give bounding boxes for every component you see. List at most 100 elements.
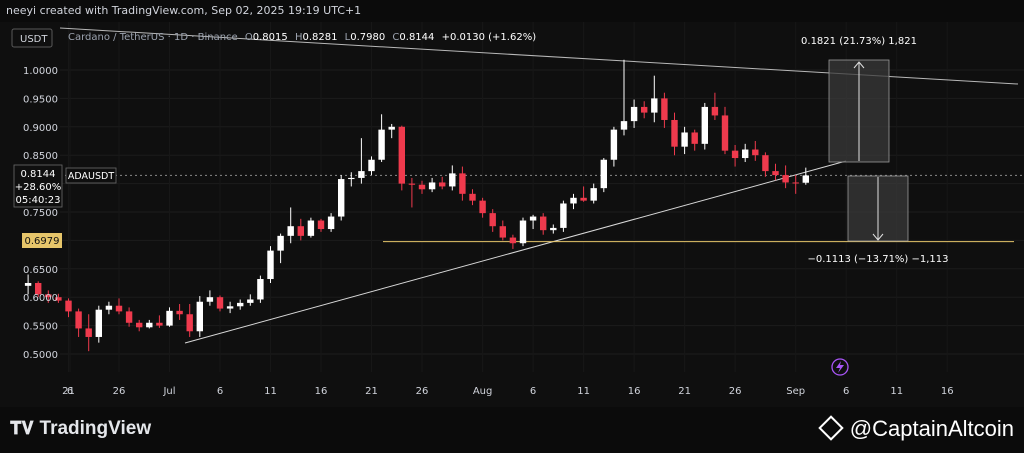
candle-body[interactable] [287, 226, 294, 236]
candle-body[interactable] [641, 106, 648, 113]
x-tick-label: 6 [217, 386, 223, 397]
candle-body[interactable] [742, 149, 749, 159]
candle-body[interactable] [792, 182, 799, 184]
y-tick-label: 0.9500 [23, 94, 58, 105]
chart-area[interactable]: 1.00000.95000.90000.85000.80000.75000.70… [0, 22, 1024, 407]
ticker-label: ADAUSDT [68, 171, 114, 182]
candle-body[interactable] [378, 129, 385, 160]
candle-body[interactable] [449, 173, 456, 187]
candle-body[interactable] [398, 126, 405, 184]
candle-body[interactable] [408, 183, 416, 185]
candle-body[interactable] [570, 197, 577, 204]
candle-body[interactable] [762, 155, 769, 172]
candle-body[interactable] [327, 216, 335, 230]
bottom-bar: 𝐓𝐕 TradingView @CaptainAltcoin [0, 407, 1024, 453]
x-tick-label: 6 [530, 386, 536, 397]
candle-body[interactable] [600, 159, 607, 189]
y-tick-label: 0.6000 [23, 293, 58, 304]
candle-body[interactable] [75, 311, 82, 329]
candle-body[interactable] [610, 129, 618, 160]
candle-body[interactable] [115, 305, 123, 312]
tradingview-logo[interactable]: 𝐓𝐕 TradingView [10, 418, 151, 440]
candle-body[interactable] [338, 179, 345, 217]
candle-body[interactable] [105, 305, 113, 310]
candle-body[interactable] [358, 171, 365, 178]
lightning-icon[interactable] [831, 358, 849, 376]
candle-body[interactable] [469, 193, 476, 201]
candle-body[interactable] [681, 132, 688, 147]
candle-body[interactable] [489, 213, 496, 227]
candle-body[interactable] [146, 322, 153, 328]
candle-body[interactable] [782, 175, 789, 183]
candle-body[interactable] [237, 302, 244, 307]
support-trendline[interactable] [184, 160, 847, 344]
candle-body[interactable] [772, 171, 779, 176]
candle-body[interactable] [711, 106, 719, 116]
candle-body[interactable] [701, 106, 708, 144]
candle-body[interactable] [479, 200, 486, 214]
currency-box[interactable] [11, 28, 53, 48]
measure-down-label: −0.1113 (−13.71%) −1,113 [807, 254, 948, 265]
candle-body[interactable] [95, 309, 102, 337]
candle-body[interactable] [156, 322, 163, 326]
candle-body[interactable] [459, 173, 466, 194]
candle-body[interactable] [752, 149, 759, 156]
x-tick-label: 16 [315, 386, 328, 397]
candle-body[interactable] [186, 314, 193, 332]
candle-body[interactable] [418, 184, 426, 190]
candle-body[interactable] [267, 250, 274, 280]
candle-body[interactable] [651, 98, 658, 113]
candle-body[interactable] [24, 283, 32, 286]
candle-body[interactable] [45, 294, 52, 298]
candle-body[interactable] [721, 115, 729, 151]
candle-body[interactable] [136, 322, 143, 328]
candle-body[interactable] [196, 301, 203, 332]
candle-body[interactable] [661, 98, 668, 120]
candle-body[interactable] [671, 119, 678, 147]
price-label-box [13, 164, 63, 208]
candle-body[interactable] [65, 300, 72, 312]
candle-body[interactable] [731, 150, 739, 159]
candle-body[interactable] [499, 226, 506, 238]
candle-body[interactable] [55, 297, 62, 301]
candle-body[interactable] [176, 310, 183, 315]
candle-body[interactable] [125, 311, 133, 323]
candle-body[interactable] [166, 310, 173, 326]
candle-body[interactable] [802, 175, 809, 183]
candle-body[interactable] [580, 197, 587, 201]
candle-body[interactable] [550, 227, 557, 231]
candle-body[interactable] [226, 306, 234, 309]
candle-body[interactable] [540, 216, 547, 231]
candlestick-chart[interactable]: 1.00000.95000.90000.85000.80000.75000.70… [0, 22, 1024, 407]
legend-close-label: C [392, 32, 399, 43]
candle-body[interactable] [560, 203, 567, 228]
candle-body[interactable] [630, 106, 638, 122]
candle-body[interactable] [590, 188, 597, 201]
candle-body[interactable] [368, 159, 375, 172]
candle-body[interactable] [297, 226, 304, 236]
candle-body[interactable] [620, 121, 628, 130]
candle-body[interactable] [439, 182, 446, 187]
candle-body[interactable] [691, 132, 698, 144]
candle-body[interactable] [428, 182, 436, 190]
candle-body[interactable] [317, 220, 325, 230]
candle-body[interactable] [257, 279, 264, 300]
candle-body[interactable] [388, 126, 395, 130]
price-label-change: +28.60% [15, 182, 62, 193]
candle-body[interactable] [216, 297, 224, 309]
x-tick-label: 16 [941, 386, 954, 397]
candle-body[interactable] [247, 299, 254, 303]
candle-body[interactable] [529, 216, 537, 221]
candle-body[interactable] [277, 235, 284, 251]
candle-body[interactable] [206, 297, 214, 302]
candle-body[interactable] [85, 328, 92, 337]
candle-body[interactable] [348, 177, 355, 180]
candle-body[interactable] [307, 220, 315, 236]
currency-label: USDT [20, 34, 48, 45]
candle-body[interactable] [35, 283, 42, 295]
candle-body[interactable] [509, 237, 517, 244]
y-tick-label: 0.8500 [23, 151, 58, 162]
tradingview-logo-icon: 𝐓𝐕 [10, 418, 34, 438]
candle-body[interactable] [519, 220, 527, 244]
y-tick-label: 0.5500 [23, 322, 58, 333]
